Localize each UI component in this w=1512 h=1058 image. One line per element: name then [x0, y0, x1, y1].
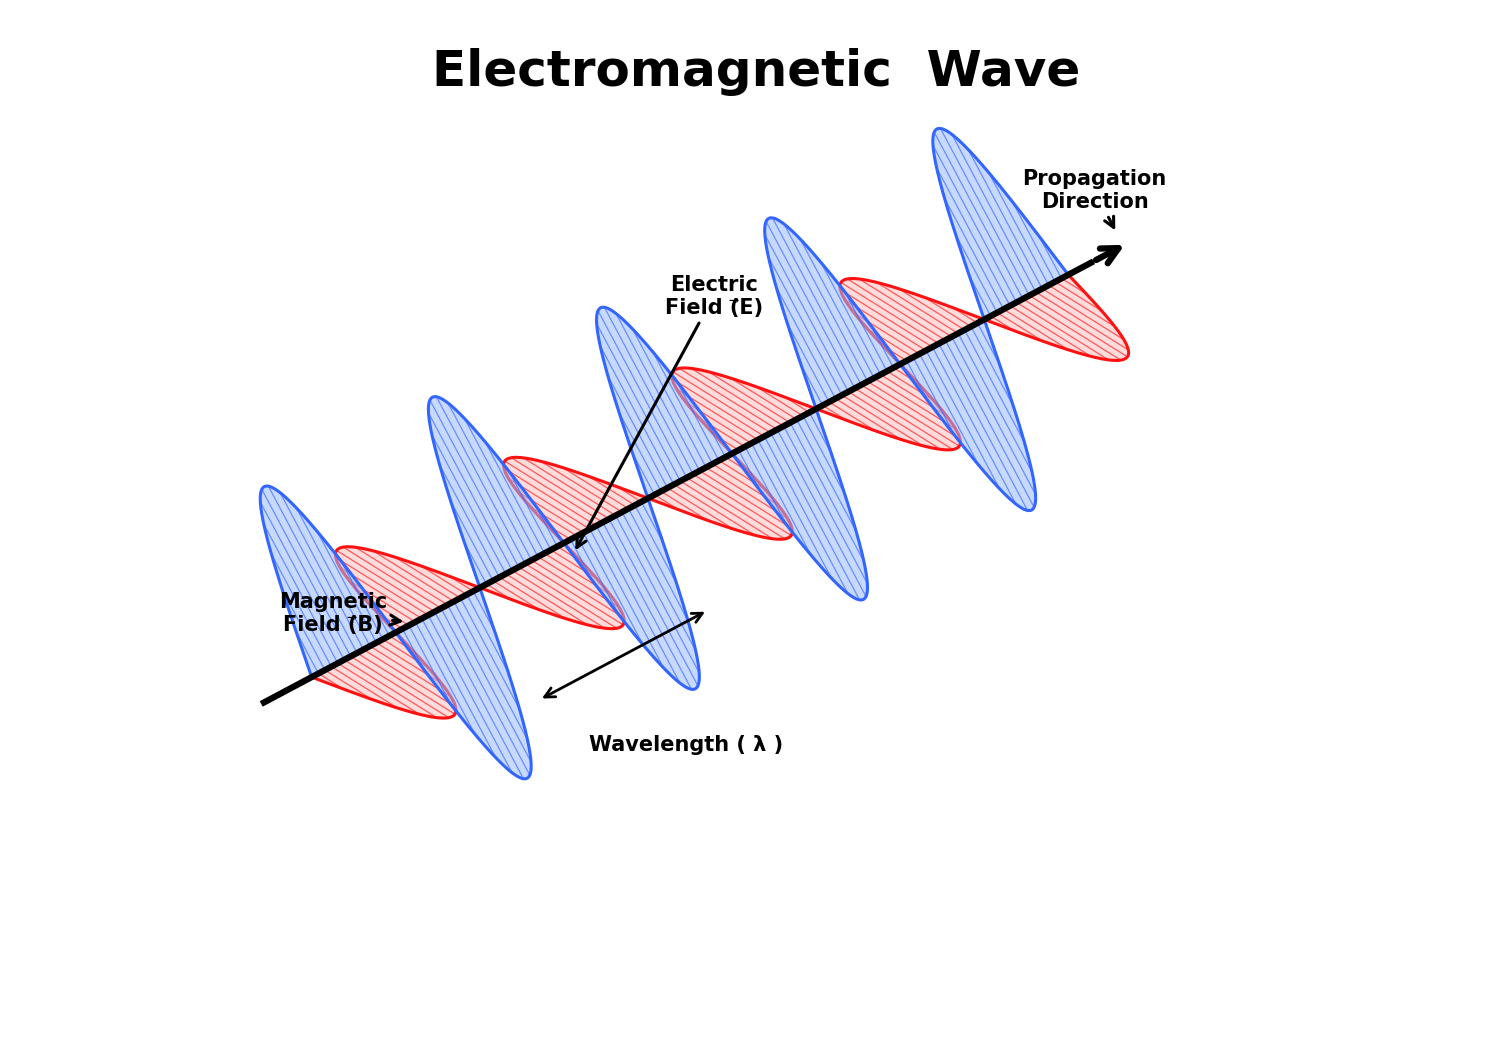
Text: Electric
Field (⃗E): Electric Field (⃗E) — [578, 275, 762, 547]
Text: Wavelength ( λ ): Wavelength ( λ ) — [588, 735, 783, 754]
Text: Electromagnetic  Wave: Electromagnetic Wave — [432, 48, 1080, 95]
Polygon shape — [564, 497, 700, 690]
Text: Magnetic
Field (⃗B): Magnetic Field (⃗B) — [278, 592, 401, 635]
Polygon shape — [765, 218, 901, 408]
Polygon shape — [396, 586, 531, 779]
Polygon shape — [933, 128, 1069, 320]
Polygon shape — [428, 397, 565, 587]
Polygon shape — [597, 307, 733, 498]
Polygon shape — [336, 547, 481, 633]
Polygon shape — [260, 486, 398, 677]
Polygon shape — [900, 320, 1036, 511]
Polygon shape — [503, 457, 649, 543]
Polygon shape — [732, 408, 868, 600]
Text: Propagation
Direction: Propagation Direction — [1022, 169, 1167, 227]
Polygon shape — [816, 364, 960, 450]
Polygon shape — [984, 275, 1128, 361]
Polygon shape — [839, 278, 984, 364]
Polygon shape — [671, 368, 816, 454]
Polygon shape — [649, 453, 792, 540]
Polygon shape — [481, 543, 624, 628]
Polygon shape — [311, 632, 457, 718]
